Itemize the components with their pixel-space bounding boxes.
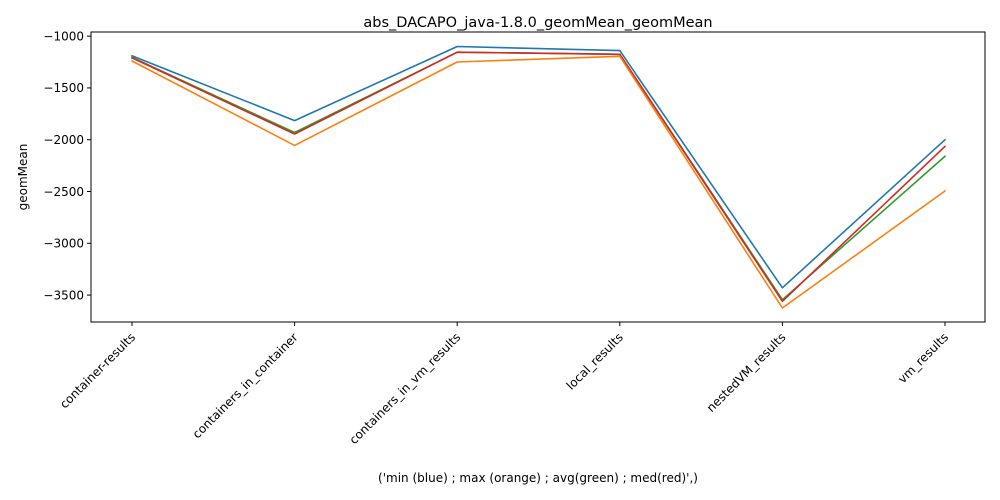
y-tick-label: −3500 xyxy=(43,288,84,302)
x-tick-label: vm_results xyxy=(895,330,951,386)
y-tick-label: −1000 xyxy=(43,29,84,43)
series-line-2 xyxy=(130,51,947,303)
series-line-3 xyxy=(130,55,947,309)
y-tick-label: −3000 xyxy=(43,237,84,251)
y-tick-label: −2000 xyxy=(43,133,84,147)
x-tick-label: containers_in_vm_results xyxy=(347,330,464,447)
series-group xyxy=(130,45,947,309)
x-axis: container-results containers_in_container… xyxy=(57,322,951,447)
x-tick-label: local_results xyxy=(564,330,626,392)
x-tick-label: containers_in_container xyxy=(190,330,301,441)
x-tick-label: nestedVM_results xyxy=(704,330,789,415)
y-tick-label: −2500 xyxy=(43,185,84,199)
chart-title: abs_DACAPO_java-1.8.0_geomMean_geomMean xyxy=(363,15,712,31)
y-axis: −1000 −1500 −2000 −2500 −3000 −3500 xyxy=(43,29,91,302)
series-line-0 xyxy=(130,45,947,289)
y-axis-label: geomMean xyxy=(16,144,30,211)
x-axis-label: ('min (blue) ; max (orange) ; avg(green)… xyxy=(378,471,698,485)
y-tick-label: −1500 xyxy=(43,81,84,95)
x-tick-label: container-results xyxy=(57,330,138,411)
plot-frame xyxy=(90,31,986,323)
